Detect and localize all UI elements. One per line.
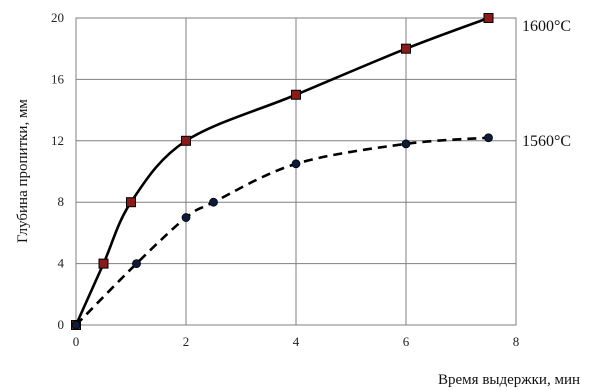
series-label-1600: 1600°C bbox=[522, 18, 571, 35]
y-tick-label: 20 bbox=[51, 10, 64, 25]
x-tick-label: 2 bbox=[183, 334, 190, 349]
series-line bbox=[74, 16, 489, 326]
series-layer bbox=[71, 13, 494, 330]
series-line bbox=[75, 136, 489, 326]
grid bbox=[75, 17, 517, 326]
x-tick-label: 4 bbox=[293, 334, 300, 349]
data-point bbox=[71, 320, 81, 330]
tick-labels: 0 2 4 6 8 0 4 8 12 16 20 bbox=[51, 10, 519, 349]
y-tick-label: 4 bbox=[58, 256, 65, 271]
data-point bbox=[483, 13, 494, 23]
data-point bbox=[181, 213, 191, 222]
x-axis-title: Время выдержки, мин bbox=[438, 372, 580, 388]
plot-area bbox=[75, 17, 517, 326]
data-point bbox=[401, 139, 411, 149]
series-0 bbox=[71, 13, 494, 330]
y-tick-label: 16 bbox=[51, 71, 65, 86]
y-tick-label: 12 bbox=[51, 133, 64, 148]
y-axis-title: Глубина пропитки, мм bbox=[15, 99, 31, 243]
series-1 bbox=[71, 133, 493, 330]
x-tick-label: 6 bbox=[403, 334, 410, 349]
data-point bbox=[132, 259, 141, 269]
data-point bbox=[291, 159, 301, 169]
y-tick-label: 0 bbox=[58, 317, 65, 332]
data-point bbox=[484, 133, 493, 143]
data-point bbox=[209, 197, 218, 207]
x-tick-label: 0 bbox=[73, 334, 80, 349]
data-point bbox=[291, 89, 301, 100]
x-tick-label: 8 bbox=[513, 334, 520, 349]
data-point bbox=[98, 258, 109, 269]
data-point bbox=[126, 197, 136, 208]
series-label-1560: 1560°C bbox=[522, 133, 571, 150]
data-point bbox=[181, 135, 191, 146]
data-point bbox=[401, 43, 411, 54]
y-tick-label: 8 bbox=[58, 194, 65, 209]
